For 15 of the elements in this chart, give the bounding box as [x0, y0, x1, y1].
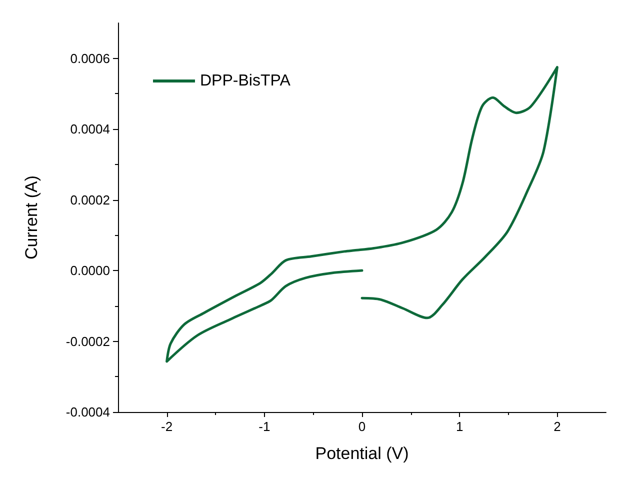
y-tick-label: 0.0000 [70, 263, 110, 278]
y-tick-label: 0.0004 [70, 122, 110, 137]
x-tick-label: 0 [358, 419, 366, 434]
legend-label: DPP-BisTPA [200, 72, 291, 90]
y-tick-label: 0.0002 [70, 192, 110, 208]
line-series [166, 66, 558, 363]
y-tick-label: 0.0006 [70, 50, 110, 66]
y-tick-label: -0.0002 [66, 334, 110, 349]
x-tick-label: -1 [258, 419, 270, 434]
x-axis-title: Potential (V) [315, 444, 409, 463]
x-tick-label: 1 [456, 419, 464, 434]
x-tick-label: -2 [161, 419, 173, 434]
y-tick-label: -0.0004 [66, 404, 110, 420]
x-tick-label: 2 [554, 419, 561, 434]
y-axis-title: Current (A) [22, 175, 41, 260]
